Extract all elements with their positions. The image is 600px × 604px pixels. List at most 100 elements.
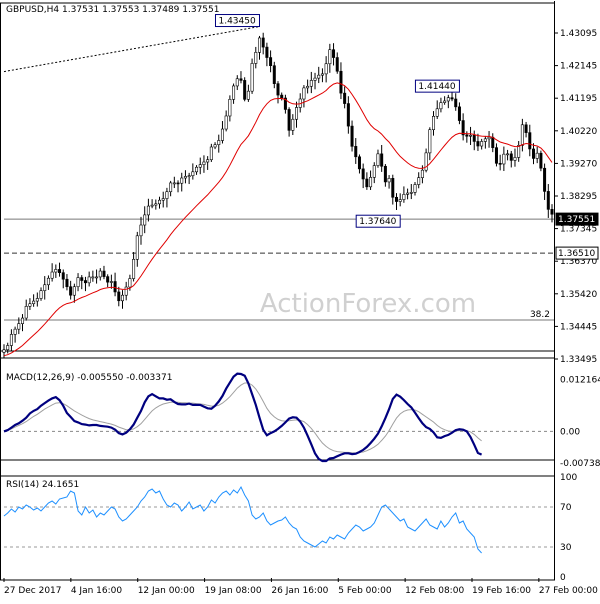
candle-body (387, 178, 391, 183)
candle-body (276, 83, 280, 96)
candle-body (391, 178, 395, 198)
candle-body (154, 203, 158, 206)
candle-body (372, 165, 376, 178)
candle-body (235, 78, 239, 87)
candle-body (543, 167, 547, 192)
candle-body (95, 276, 99, 279)
candle-body (265, 46, 269, 58)
candle-body (332, 49, 336, 58)
candle-body (106, 276, 110, 283)
candle-body (280, 94, 284, 99)
candle-body (243, 80, 247, 100)
price-y-tick-label: 1.41195 (560, 94, 597, 104)
candle-body (535, 152, 539, 159)
rsi-panel-header: RSI(14) 24.1651 (6, 480, 79, 490)
candle-body (176, 182, 180, 185)
candle-body (87, 276, 91, 284)
candle-body (465, 134, 469, 137)
candle-body (283, 97, 287, 110)
candle-body (165, 191, 169, 199)
candle-body (320, 73, 324, 76)
candle-body (65, 278, 69, 288)
candle-body (398, 199, 402, 202)
candle-body (261, 37, 265, 48)
candle-body (98, 270, 102, 278)
candle-body (531, 148, 535, 159)
price-y-tick-label: 1.36370 (560, 257, 597, 267)
candle-body (380, 153, 384, 167)
rsi-y-tick-label: 0 (560, 573, 566, 583)
candle-body (180, 177, 184, 184)
price-callout-box (414, 79, 460, 93)
candle-body (302, 87, 306, 100)
candle-body (132, 259, 136, 279)
candle-body (102, 270, 106, 277)
candle-body (324, 63, 328, 75)
candle-body (550, 209, 554, 215)
price-y-tick-label: 1.35420 (560, 290, 597, 300)
macd-line (3, 372, 483, 463)
candle-body (139, 224, 143, 237)
level-price-label: 1.36510 (558, 249, 595, 259)
candle-body (239, 78, 243, 81)
candle-body (343, 92, 347, 104)
candle-body (476, 141, 480, 147)
candle-body (346, 103, 350, 127)
price-y-tick-label: 1.40220 (560, 127, 597, 137)
macd-y-tick-label: -0.007384 (560, 459, 600, 469)
price-y-tick-label: 1.37345 (560, 225, 597, 235)
candle-body (480, 141, 484, 147)
candle-body (21, 317, 25, 324)
candle-body (109, 281, 113, 283)
candle-body (80, 277, 84, 281)
candle-body (487, 136, 491, 140)
price-callout-box (355, 214, 401, 228)
candle-body (124, 286, 128, 296)
candle-body (502, 153, 506, 165)
macd-y-tick-label: 0.00 (560, 427, 580, 437)
candle-body (24, 306, 28, 319)
candle-body (209, 146, 213, 161)
candle-body (295, 107, 299, 120)
price-callout-box (214, 14, 260, 28)
candle-body (509, 153, 513, 161)
candle-body (513, 157, 517, 161)
candle-body (61, 272, 65, 280)
candle-body (406, 192, 410, 195)
candle-body (117, 291, 121, 302)
candle-body (383, 165, 387, 183)
candle-body (413, 184, 417, 193)
candle-body (402, 194, 406, 200)
candle-body (206, 159, 210, 163)
candle-body (143, 214, 147, 226)
price-y-tick-label: 1.33495 (560, 355, 597, 365)
candle-body (498, 163, 502, 165)
candle-body (287, 109, 291, 131)
rsi-y-tick-label: 100 (560, 473, 577, 483)
candle-body (76, 277, 80, 288)
macd-y-tick-label: 0.012164 (560, 375, 600, 385)
x-tick-label: 27 Dec 2017 (4, 586, 62, 596)
candle-body (172, 182, 176, 185)
x-tick-label: 19 Feb 16:00 (472, 586, 531, 596)
candle-body (9, 334, 13, 346)
candle-body (350, 125, 354, 147)
macd-signal-line (3, 382, 482, 454)
candle-body (528, 132, 532, 150)
fib-level-label: 38.2 (530, 310, 550, 320)
candle-body (254, 52, 258, 64)
candle-body (424, 152, 428, 171)
candle-body (35, 298, 39, 302)
candle-body (232, 85, 236, 100)
candle-body (228, 99, 232, 117)
candle-body (432, 116, 436, 130)
candle-body (43, 284, 47, 291)
candle-body (128, 278, 132, 288)
candle-body (146, 205, 150, 216)
candle-body (169, 182, 173, 193)
macd-panel-header: MACD(12,26,9) -0.005550 -0.003371 (6, 373, 172, 383)
candle-body (339, 70, 343, 94)
candle-body (246, 90, 250, 100)
x-tick-label: 12 Feb 08:00 (405, 586, 464, 596)
